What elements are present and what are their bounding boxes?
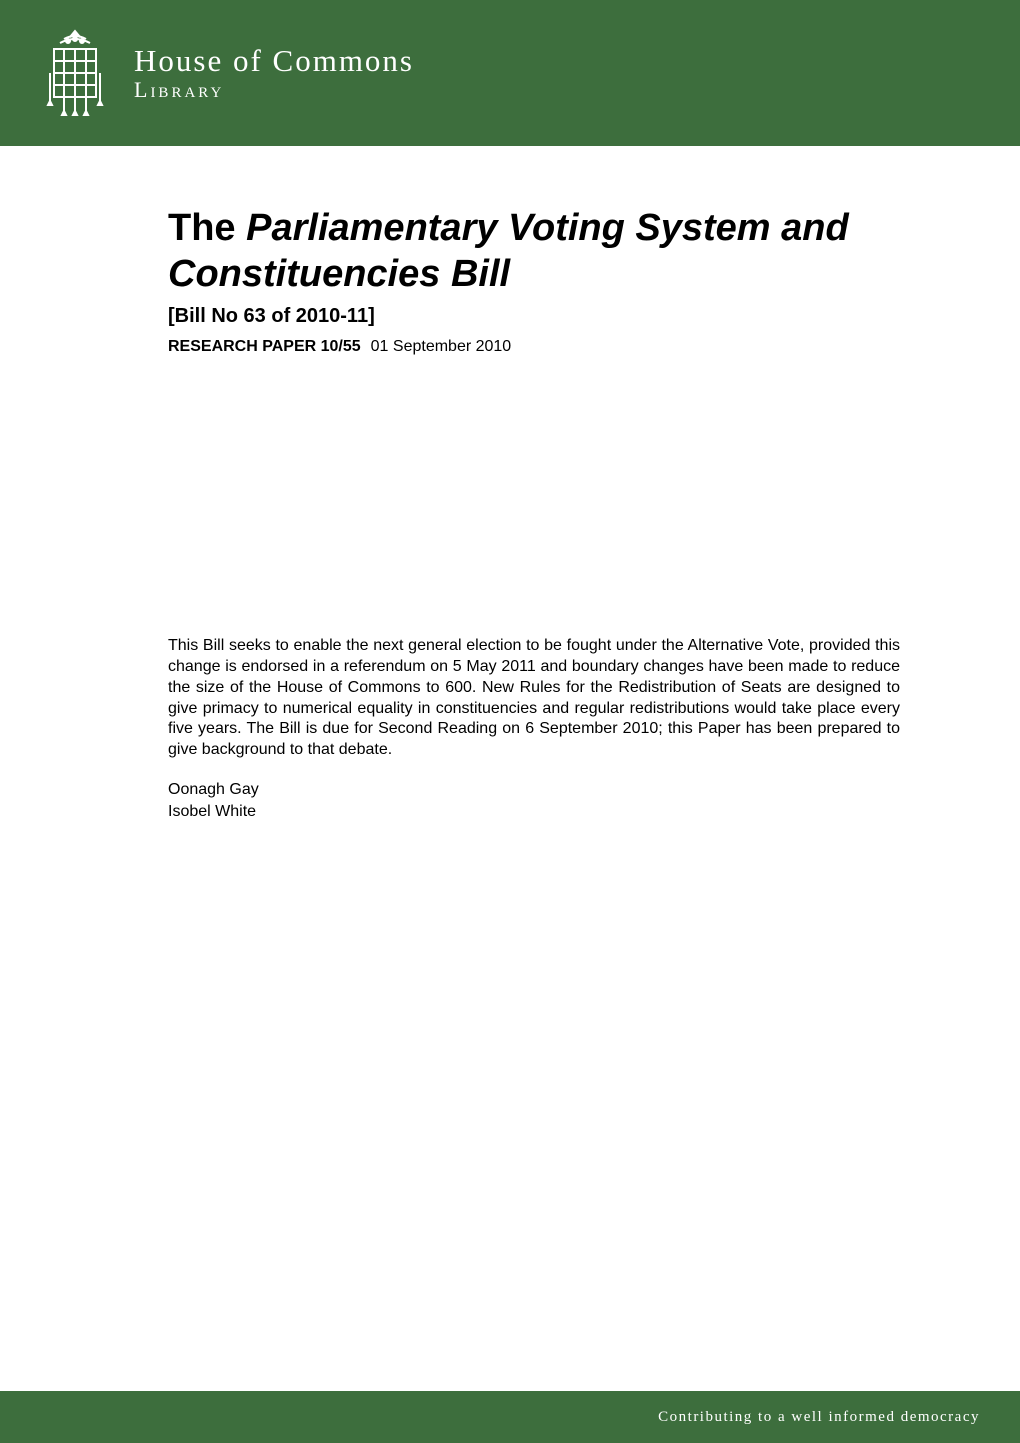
title-italic: Parliamentary Voting System and Constitu…	[168, 207, 849, 295]
abstract-paragraph: This Bill seeks to enable the next gener…	[168, 636, 900, 761]
paper-reference-line: RESEARCH PAPER 10/55 01 September 2010	[168, 338, 900, 356]
bill-number: [Bill No 63 of 2010-11]	[168, 305, 900, 328]
portcullis-logo-icon	[36, 29, 114, 117]
document-title: The Parliamentary Voting System and Cons…	[168, 206, 900, 297]
title-prefix: The	[168, 207, 246, 249]
header-title: House of Commons	[134, 43, 414, 79]
footer-tagline: Contributing to a well informed democrac…	[658, 1409, 980, 1426]
content-area: The Parliamentary Voting System and Cons…	[0, 146, 1020, 822]
author-name: Oonagh Gay	[168, 779, 900, 801]
author-name: Isobel White	[168, 801, 900, 823]
footer-banner: Contributing to a well informed democrac…	[0, 1391, 1020, 1443]
header-subtitle: Library	[134, 77, 414, 103]
paper-reference: RESEARCH PAPER 10/55	[168, 338, 361, 355]
header-text-block: House of Commons Library	[134, 43, 414, 103]
paper-date: 01 September 2010	[371, 338, 512, 355]
header-banner: House of Commons Library	[0, 0, 1020, 146]
authors-block: Oonagh Gay Isobel White	[168, 779, 900, 822]
